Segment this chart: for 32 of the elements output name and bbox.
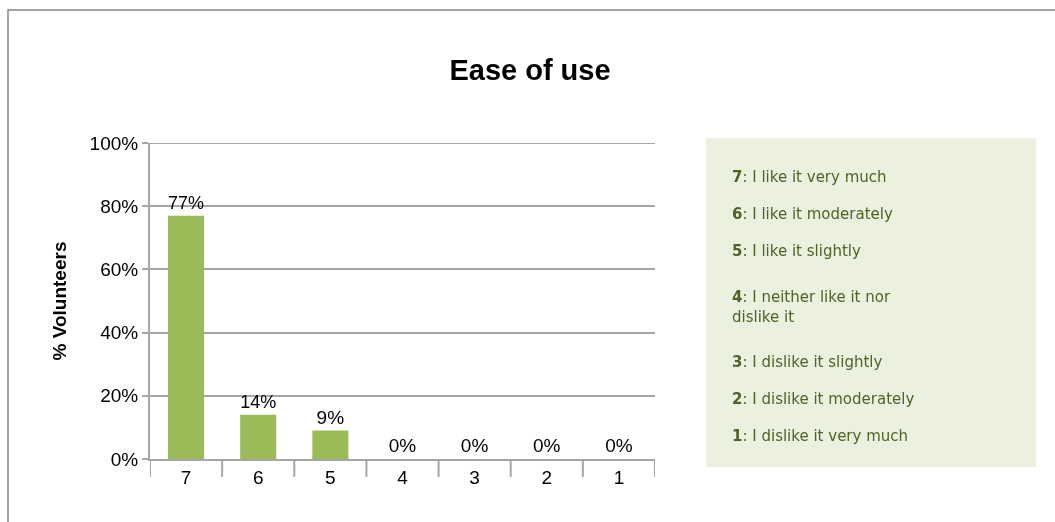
x-tick-label: 7	[180, 466, 192, 488]
text: 0%	[533, 435, 561, 456]
text: 7: I like it very much	[732, 168, 887, 186]
y-tick-label: 60%	[100, 259, 139, 281]
x-tick-label: 1	[613, 466, 625, 488]
x-tick-label: 2	[541, 466, 553, 488]
y-tick-label: 100%	[89, 132, 139, 154]
text: 9%	[316, 406, 345, 428]
text: 14%	[240, 391, 277, 412]
x-tick-label: 6	[252, 466, 264, 488]
x-tick-label: 3	[469, 466, 480, 488]
x-tick-label: 4	[397, 466, 409, 488]
y-tick-label: 40%	[100, 322, 139, 344]
bar	[240, 414, 277, 459]
text: 77%	[168, 192, 205, 213]
text: 3: I dislike it slightly	[732, 353, 883, 371]
y-tick-label: 80%	[100, 195, 139, 217]
text: 4: I neither like it nor dislike it	[732, 288, 891, 326]
text: 0%	[605, 435, 633, 456]
bar	[168, 215, 205, 459]
text: 1: I dislike it very much	[732, 427, 909, 445]
y-tick-label: 20%	[100, 385, 139, 407]
text: 5: I like it slightly	[732, 242, 861, 260]
text: 0%	[388, 435, 417, 456]
x-tick-label: 5	[325, 466, 336, 488]
bar	[312, 430, 349, 459]
y-tick-label: 0%	[110, 448, 139, 470]
y-axis-title: % Volunteers	[48, 241, 70, 361]
text: 0%	[460, 435, 489, 456]
chart-title: Ease of use	[449, 54, 611, 87]
text: 2: I dislike it moderately	[732, 390, 915, 408]
text: 6: I like it moderately	[732, 205, 893, 223]
